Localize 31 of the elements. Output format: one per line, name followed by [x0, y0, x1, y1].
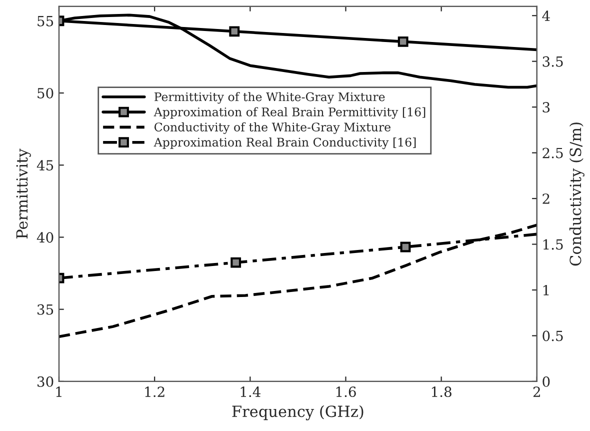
y-axis-title: Permittivity — [16, 148, 31, 238]
y2-tick-label: 1.5 — [543, 239, 563, 250]
point — [230, 257, 242, 268]
x-tick-label: 1 — [56, 386, 62, 397]
y2-tick-label: 1 — [543, 284, 549, 296]
y-tick-label: 55 — [38, 16, 54, 26]
x-tick-label: 1.2 — [145, 386, 164, 398]
x-tick-label: 2 — [533, 386, 540, 397]
legend-label: Approximation Real Brain Conductivity [16] — [154, 137, 416, 150]
legend-label: Conductivity of the White-Gray Mixture — [154, 122, 390, 134]
y2-tick-label: 0 — [542, 376, 550, 387]
x-tick-label: 1.8 — [432, 386, 452, 398]
y-tick-label: 50 — [38, 88, 54, 98]
y2-tick-label: 3 — [542, 102, 550, 113]
y-tick-label: 30 — [38, 376, 54, 387]
y-tick-label: 35 — [38, 304, 54, 315]
y2-tick-label: 4 — [542, 10, 550, 21]
y2-tick-label: 2 — [542, 193, 550, 204]
legend-label: Permittivity of the White-Gray Mixture — [154, 92, 385, 104]
legend-label: Approximation of Real Brain Permittivity [16] — [154, 107, 426, 119]
y2-tick-label: 0.5 — [542, 330, 563, 342]
y2-axis-title: Conductivity (S/m) — [569, 122, 584, 266]
y2-tick-label: 2.5 — [542, 148, 563, 158]
point — [400, 242, 411, 252]
y-tick-label: 40 — [36, 232, 54, 243]
x-tick-label: 1.6 — [336, 386, 356, 398]
x-axis-title: Frequency (GHz) — [232, 405, 364, 420]
y-tick-label: 45 — [36, 160, 54, 171]
y2-tick-label: 3.5 — [542, 56, 563, 67]
line-series — [59, 224, 537, 338]
x-tick-label: 1.4 — [240, 386, 261, 398]
